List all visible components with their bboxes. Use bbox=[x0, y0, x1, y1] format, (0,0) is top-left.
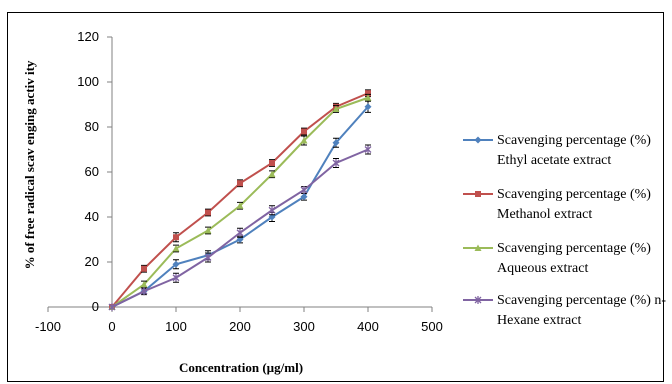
data-point bbox=[205, 210, 211, 216]
legend-label: Scavenging percentage (%) bbox=[497, 241, 651, 256]
data-point bbox=[269, 160, 275, 166]
data-point bbox=[205, 254, 211, 262]
legend-item-1: Scavenging percentage (%) Ethyl acetate e… bbox=[463, 133, 651, 168]
series-2 bbox=[109, 90, 371, 310]
legend-label: Scavenging percentage (%) bbox=[497, 133, 651, 148]
legend-swatch-marker bbox=[475, 137, 482, 144]
x-tick-label: -100 bbox=[35, 319, 61, 334]
data-point bbox=[237, 180, 243, 186]
x-axis-title: Concentration (µg/ml) bbox=[179, 360, 303, 375]
data-point bbox=[301, 186, 307, 194]
x-tick-label: 100 bbox=[165, 319, 187, 334]
legend-item-4: Scavenging percentage (%) n- Hexane extra… bbox=[463, 293, 666, 328]
y-tick-label: 100 bbox=[77, 74, 99, 89]
legend: Scavenging percentage (%) Ethyl acetate e… bbox=[463, 133, 666, 328]
legend-label: Methanol extract bbox=[497, 207, 592, 222]
data-point bbox=[237, 229, 243, 237]
legend-item-2: Scavenging percentage (%) Methanol extrac… bbox=[463, 187, 651, 222]
legend-swatch-marker bbox=[475, 191, 481, 197]
data-point bbox=[141, 266, 147, 272]
plot-area bbox=[109, 90, 372, 311]
x-tick-label: 300 bbox=[293, 319, 315, 334]
y-tick-label: 120 bbox=[77, 29, 99, 44]
x-tick-label: 400 bbox=[357, 319, 379, 334]
x-tick-label: 200 bbox=[229, 319, 251, 334]
x-tick-label: 500 bbox=[421, 319, 443, 334]
series-4 bbox=[109, 145, 371, 311]
y-tick-label: 40 bbox=[85, 209, 99, 224]
legend-item-3: Scavenging percentage (%) Aqueous extract bbox=[463, 241, 651, 276]
y-tick-label: 0 bbox=[92, 299, 99, 314]
data-point bbox=[301, 129, 307, 135]
y-tick-label: 80 bbox=[85, 119, 99, 134]
y-tick-label: 20 bbox=[85, 254, 99, 269]
legend-label: Aqueous extract bbox=[497, 261, 588, 276]
series-line bbox=[112, 93, 368, 307]
y-tick-label: 60 bbox=[85, 164, 99, 179]
legend-label: Ethyl acetate extract bbox=[497, 153, 611, 168]
data-point bbox=[269, 206, 275, 214]
legend-label: Scavenging percentage (%) bbox=[497, 187, 651, 202]
series-3 bbox=[109, 94, 372, 310]
x-tick-label: 0 bbox=[108, 319, 115, 334]
legend-label: Hexane extract bbox=[497, 313, 581, 328]
legend-label: Scavenging percentage (%) n- bbox=[497, 293, 666, 308]
data-point bbox=[173, 234, 179, 240]
y-axis-title: % of free radical scav enging activ ity bbox=[22, 60, 37, 269]
